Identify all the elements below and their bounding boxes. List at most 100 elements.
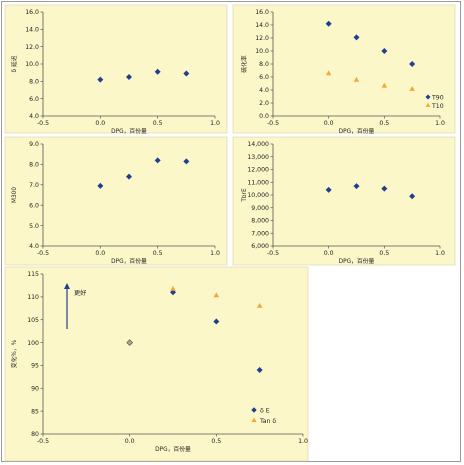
- p2-y-tick-label: 16.0: [255, 9, 269, 16]
- p5-x-tick-label: -0.5: [37, 438, 49, 445]
- p5-y-axis-title: 变化%，%: [10, 339, 18, 368]
- p5-legend-label: Tan δ: [259, 418, 276, 425]
- p4-y-tick-label: 6,000: [251, 243, 269, 250]
- p5-y-tick-label: 95: [31, 363, 39, 370]
- p5-x-axis-title: DPG，百份量: [155, 445, 191, 453]
- p4-y-tick-label: 7,000: [251, 230, 269, 237]
- p3-y-tick-label: 4.0: [29, 243, 39, 250]
- p4-series-0-point: [381, 185, 388, 192]
- p4-x-axis-title: DPG，百份量: [339, 257, 375, 265]
- p5-y-tick-label: 110: [27, 294, 39, 301]
- p3-y-tick-label: 8.0: [29, 162, 39, 169]
- p2-series-1-point: [409, 86, 415, 91]
- p5-legend-label: δ E: [260, 408, 270, 415]
- p2-y-tick-label: 10.0: [255, 48, 269, 55]
- p4-x-tick-label: 1.0: [435, 250, 445, 257]
- p2-series-1-point: [353, 76, 360, 82]
- p3-x-tick-label: 0.5: [153, 250, 163, 257]
- p1-series-0-point: [183, 70, 190, 77]
- p4-x-tick-label: 0.5: [379, 250, 389, 257]
- p1-y-tick-label: 12.0: [25, 44, 39, 51]
- p3-series-0-point: [183, 158, 190, 165]
- p3-x-axis-title: DPG，百份量: [111, 257, 147, 265]
- p2-x-axis-title: DPG，百份量: [339, 127, 375, 135]
- p1-y-tick-label: 8.0: [29, 79, 39, 86]
- p2-y-tick-label: 12.0: [255, 35, 269, 42]
- p5-x-tick-label: 1.0: [298, 438, 308, 445]
- p1-series-0-point: [154, 68, 161, 75]
- p1-y-tick-label: 6.0: [29, 96, 39, 103]
- p2-panel: [232, 4, 456, 134]
- p5-y-tick-label: 100: [27, 340, 39, 347]
- p1-series-0-point: [126, 74, 132, 80]
- p2-y-tick-label: 6.0: [259, 74, 269, 81]
- p3-y-tick-label: 7.0: [29, 182, 39, 189]
- p5-series-0-point: [213, 318, 220, 325]
- p1-y-tick-label: 14.0: [25, 27, 39, 34]
- p5-y-tick-label: 90: [31, 385, 39, 392]
- p1-x-tick-label: 0.0: [95, 120, 105, 127]
- p4-y-tick-label: 13,000: [247, 154, 269, 161]
- p1-y-tick-label: 10.0: [25, 61, 39, 68]
- better-annotation: 更好: [74, 289, 86, 297]
- p3-y-tick-label: 5.0: [29, 223, 39, 230]
- p2-x-tick-label: -0.5: [267, 120, 279, 127]
- p2-series-1-point: [325, 70, 332, 76]
- p1-x-axis-title: DPG，百份量: [111, 127, 147, 135]
- p2-x-tick-label: 0.5: [379, 120, 389, 127]
- p4-x-tick-label: -0.5: [267, 250, 279, 257]
- p4-y-tick-label: 11,000: [247, 179, 269, 186]
- p4-y-tick-label: 10,000: [247, 192, 269, 199]
- p1-x-tick-label: 0.5: [153, 120, 163, 127]
- p1-x-tick-label: -0.5: [37, 120, 49, 127]
- p3-y-tick-label: 6.0: [29, 202, 39, 209]
- p5-legend-diamond: [251, 407, 257, 413]
- p4-y-tick-label: 12,000: [247, 167, 269, 174]
- p5-series-1-point: [170, 285, 176, 291]
- p2-y-tick-label: 14.0: [255, 22, 269, 29]
- p2-y-tick-label: 0.0: [259, 113, 269, 120]
- p2-series-0-point: [381, 48, 388, 54]
- p2-series-1-point: [381, 82, 388, 88]
- p1-series-0-point: [97, 76, 104, 83]
- p3-y-axis-title: M300: [12, 187, 18, 203]
- p2-legend-triangle: [425, 102, 431, 107]
- p5-y-tick-label: 115: [27, 271, 39, 278]
- p2-legend-label: T90: [431, 95, 444, 102]
- p3-y-tick-label: 9.0: [29, 141, 39, 148]
- p3-series-0-point: [154, 157, 161, 164]
- p4-x-tick-label: 0.0: [324, 250, 334, 257]
- better-arrow-icon: [64, 283, 70, 289]
- p2-legend-diamond: [425, 94, 431, 100]
- p4-panel: [232, 136, 456, 266]
- p4-y-axis-title: TbrE: [242, 188, 248, 203]
- p4-series-0-point: [409, 193, 416, 200]
- p3-x-tick-label: 0.0: [95, 250, 105, 257]
- p5-series-1-point: [213, 292, 220, 298]
- p2-x-tick-label: 1.0: [435, 120, 445, 127]
- p5-point-shared: [126, 339, 133, 346]
- p4-series-0-point: [353, 183, 360, 190]
- p3-series-0-point: [126, 173, 132, 180]
- p3-series-0-point: [97, 182, 104, 189]
- p4-y-tick-label: 9,000: [251, 205, 269, 212]
- p2-series-0-point: [325, 20, 332, 27]
- p5-x-tick-label: 0.0: [125, 438, 135, 445]
- p2-series-0-point: [409, 61, 416, 67]
- p4-y-tick-label: 8,000: [251, 218, 269, 225]
- p1-y-tick-label: 16.0: [25, 9, 39, 16]
- p1-y-axis-title: δ 延迟: [10, 55, 18, 72]
- p2-y-tick-label: 2.0: [259, 100, 269, 107]
- p3-panel: [4, 136, 228, 266]
- p3-x-tick-label: -0.5: [37, 250, 49, 257]
- p4-y-tick-label: 14,000: [247, 141, 269, 148]
- p2-y-tick-label: 4.0: [259, 87, 269, 94]
- p2-legend-label: T10: [431, 103, 444, 110]
- p3-x-tick-label: 1.0: [210, 250, 220, 257]
- p5-panel: [4, 266, 309, 462]
- p5-legend-triangle: [251, 417, 257, 422]
- p2-y-tick-label: 8.0: [259, 61, 269, 68]
- p1-x-tick-label: 1.0: [210, 120, 220, 127]
